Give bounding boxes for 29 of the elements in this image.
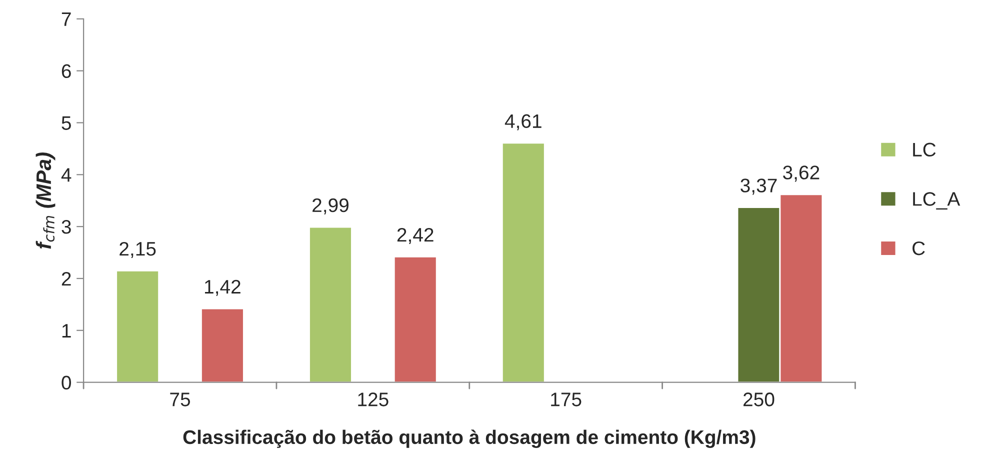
bar [501, 142, 546, 382]
data-label: 2,15 [120, 242, 156, 258]
y-tick-label: 4 [61, 168, 72, 182]
data-label: 2,99 [312, 198, 348, 214]
bar [393, 256, 438, 382]
x-tick-label: 125 [358, 392, 388, 406]
legend-label: LC_A [913, 192, 960, 210]
y-axis-title: f$_{cfm}$ (MPa) [36, 152, 56, 249]
bar [116, 270, 160, 382]
x-tick-label: 175 [551, 392, 582, 406]
y-tick-label: 1 [62, 324, 71, 338]
y-tick-label: 0 [62, 376, 71, 390]
data-label: 3,62 [783, 166, 820, 182]
data-label: 4,61 [504, 114, 542, 130]
data-label: 3,37 [740, 178, 777, 195]
y-tick-label: 2 [62, 272, 71, 286]
legend-label: LC [913, 142, 936, 157]
y-tick-label: 6 [62, 64, 71, 78]
data-label: 1,42 [205, 280, 240, 296]
x-axis-title: Classificação do betão quanto à dosagem de cimento (Kg/m3) [183, 430, 756, 448]
data-label: 2,42 [397, 228, 434, 244]
x-tick-label: 75 [170, 392, 190, 406]
x-tick-label: 250 [744, 392, 774, 406]
legend-label: C [912, 241, 925, 256]
y-tick-label: 5 [62, 116, 71, 130]
y-tick-label: 7 [62, 12, 71, 26]
y-tick-label: 3 [62, 220, 71, 234]
bar [200, 308, 244, 382]
bar [308, 226, 352, 382]
